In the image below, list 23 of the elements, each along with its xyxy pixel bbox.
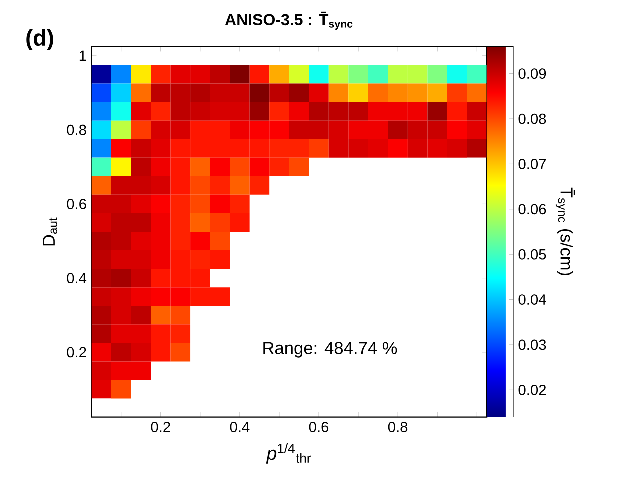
color-bar-title: T̄$_{sync}$ (s/cm): [556, 188, 576, 276]
color-bar-label: 0.03: [518, 340, 546, 350]
color-bar-label: 0.05: [518, 249, 546, 260]
y-tick-label: 0.8: [67, 124, 86, 136]
color-bar-label: 0.09: [518, 68, 546, 80]
y-tick-label: 1: [80, 50, 86, 62]
x-tick-label: 0.2: [151, 422, 170, 432]
text: (d): [26, 29, 54, 51]
x-tick-label: 0.4: [230, 422, 250, 432]
color-bar-label: 0.02: [518, 384, 546, 396]
x-axis-title: p$^{1/4}$thr: [266, 444, 312, 464]
color-bar-label: 0.08: [518, 114, 546, 124]
x-tick-label: 0.6: [309, 422, 329, 432]
color-bar-label: 0.07: [518, 159, 546, 170]
y-axis-title: D$_{aut}$: [43, 218, 58, 246]
annotation: Range: 484.74 %: [264, 342, 398, 358]
color-bar-label: 0.06: [518, 204, 546, 215]
color-bar-label: 0.04: [518, 294, 546, 305]
chart-title: ANISO-3.5 : T̄$_{sync}$: [225, 12, 353, 30]
x-tick-label: 0.8: [388, 422, 408, 432]
y-tick-label: 0.2: [67, 347, 86, 358]
y-tick-label: 0.6: [67, 199, 86, 210]
y-tick-label: 0.4: [67, 273, 87, 284]
